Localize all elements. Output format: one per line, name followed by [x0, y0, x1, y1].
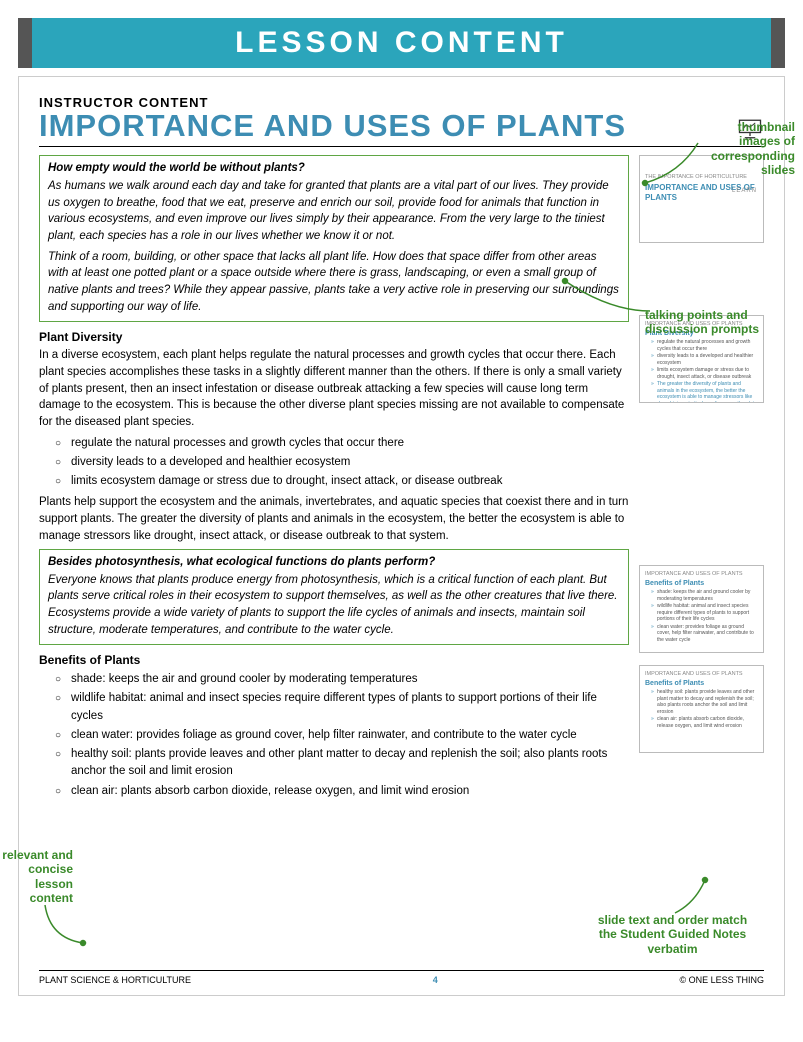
discussion-question: How empty would the world be without pla…	[48, 162, 620, 174]
document-page: INSTRUCTOR CONTENT IMPORTANCE AND USES O…	[18, 76, 785, 996]
slide-thumb-3: IMPORTANCE AND USES OF PLANTS Benefits o…	[639, 565, 764, 653]
thumb-line: clean air: plants absorb carbon dioxide,…	[651, 716, 758, 729]
thumb-pretitle: IMPORTANCE AND USES OF PLANTS	[645, 571, 758, 577]
content-main: How empty would the world be without pla…	[39, 155, 629, 804]
thumb-line: diversity leads to a developed and healt…	[651, 353, 758, 366]
thumb-line: regulate the natural processes and growt…	[651, 339, 758, 352]
discussion-box-1: How empty would the world be without pla…	[39, 155, 629, 322]
annotation-lesson-content: relevant and concise lesson content	[0, 848, 73, 906]
bullet-item: healthy soil: plants provide leaves and …	[59, 746, 629, 781]
slide-thumbnails: THE IMPORTANCE OF HORTICULTURE IMPORTANC…	[639, 155, 764, 804]
thumb-line: clean water: provides foliage as ground …	[651, 624, 758, 644]
arrow-icon	[560, 276, 660, 316]
section-title-benefits: Benefits of Plants	[39, 653, 629, 667]
slide-thumb-4: IMPORTANCE AND USES OF PLANTS Benefits o…	[639, 665, 764, 753]
bullet-item: regulate the natural processes and growt…	[59, 435, 629, 452]
discussion-question: Besides photosynthesis, what ecological …	[48, 556, 620, 568]
body-para: In a diverse ecosystem, each plant helps…	[39, 347, 629, 430]
lesson-banner: LESSON CONTENT	[18, 18, 785, 68]
arrow-icon	[35, 903, 95, 948]
bullet-item: shade: keeps the air and ground cooler b…	[59, 671, 629, 688]
thumb-line: shade: keeps the air and ground cooler b…	[651, 589, 758, 602]
arrow-icon	[665, 878, 715, 918]
thumb-line: wildlife habitat: animal and insect spec…	[651, 603, 758, 623]
footer-page: 4	[433, 975, 438, 985]
arrow-icon	[640, 133, 720, 193]
banner-title: LESSON CONTENT	[235, 26, 568, 59]
thumb-title: Benefits of Plants	[645, 680, 758, 687]
main-title-text: IMPORTANCE AND USES OF PLANTS	[39, 108, 626, 144]
bullet-item: diversity leads to a developed and healt…	[59, 454, 629, 471]
bullet-item: clean water: provides foliage as ground …	[59, 727, 629, 744]
section-title-diversity: Plant Diversity	[39, 330, 629, 344]
bullet-item: wildlife habitat: animal and insect spec…	[59, 690, 629, 725]
bullet-item: limits ecosystem damage or stress due to…	[59, 473, 629, 490]
page-footer: PLANT SCIENCE & HORTICULTURE 4 © ONE LES…	[39, 970, 764, 985]
discussion-para: Everyone knows that plants produce energ…	[48, 572, 620, 639]
discussion-box-2: Besides photosynthesis, what ecological …	[39, 549, 629, 646]
thumb-tag: LEARN	[732, 188, 757, 194]
footer-right: © ONE LESS THING	[679, 975, 764, 985]
annotation-talking-points: talking points and discussion prompts	[645, 308, 795, 337]
thumb-line: limits ecosystem damage or stress due to…	[651, 367, 758, 380]
bullet-list: regulate the natural processes and growt…	[39, 435, 629, 491]
footer-left: PLANT SCIENCE & HORTICULTURE	[39, 975, 191, 985]
annotation-slide-text: slide text and order match the Student G…	[595, 913, 750, 956]
thumb-title: Benefits of Plants	[645, 580, 758, 587]
discussion-para: As humans we walk around each day and ta…	[48, 178, 620, 245]
bullet-item: clean air: plants absorb carbon dioxide,…	[59, 783, 629, 800]
thumb-line: healthy soil: plants provide leaves and …	[651, 689, 758, 715]
discussion-para: Think of a room, building, or other spac…	[48, 249, 620, 316]
body-para: Plants help support the ecosystem and th…	[39, 494, 629, 544]
thumb-line: The greater the diversity of plants and …	[651, 381, 758, 403]
bullet-list-benefits: shade: keeps the air and ground cooler b…	[39, 671, 629, 800]
thumb-pretitle: IMPORTANCE AND USES OF PLANTS	[645, 671, 758, 677]
